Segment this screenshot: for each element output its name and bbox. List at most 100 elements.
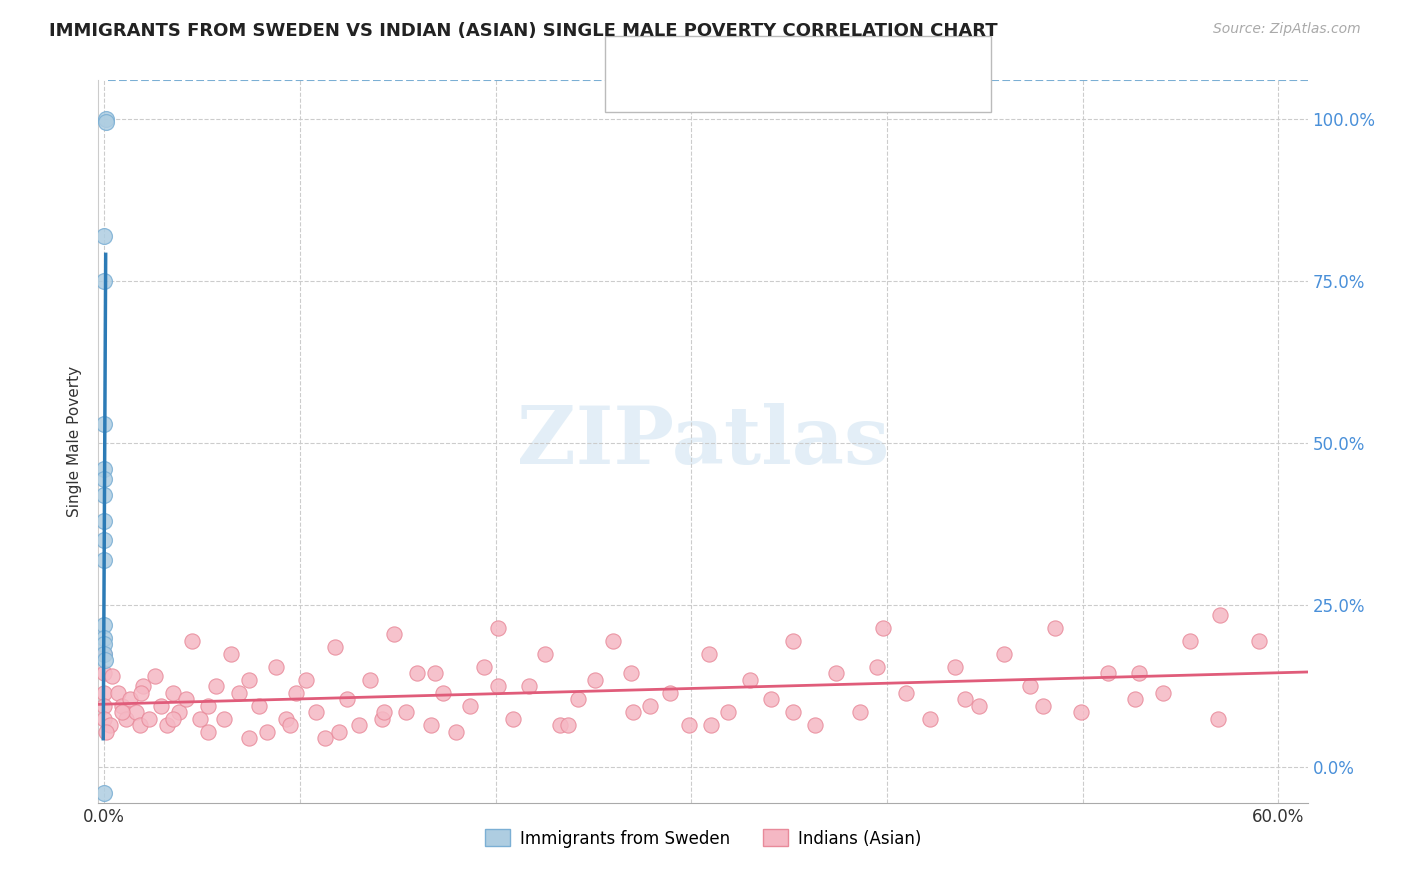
Point (314, 731, 336, 745)
Point (967, 698, 990, 713)
Point (382, 627, 405, 641)
Point (93, 786, 115, 800)
Point (336, 692, 359, 706)
Point (93, 553, 115, 567)
Point (128, 718, 150, 732)
Point (132, 679, 155, 693)
Point (93, 637, 115, 651)
Point (212, 712, 235, 726)
Point (420, 718, 443, 732)
Point (782, 705, 804, 719)
Text: IMMIGRANTS FROM SWEDEN VS INDIAN (ASIAN) SINGLE MALE POVERTY CORRELATION CHART: IMMIGRANTS FROM SWEDEN VS INDIAN (ASIAN)… (49, 22, 998, 40)
Text: 0.026: 0.026 (707, 81, 762, 99)
Point (111, 698, 134, 713)
Point (118, 692, 141, 706)
Point (432, 686, 454, 700)
Point (953, 692, 976, 706)
Point (1043, 621, 1066, 635)
Legend: Immigrants from Sweden, Indians (Asian): Immigrants from Sweden, Indians (Asian) (477, 821, 929, 856)
Point (658, 686, 681, 700)
Point (1180, 633, 1202, 648)
FancyBboxPatch shape (605, 36, 991, 112)
Point (548, 718, 571, 732)
Point (238, 731, 260, 745)
Point (94, 653, 117, 667)
Point (295, 673, 318, 687)
Point (238, 673, 260, 687)
Point (406, 666, 429, 681)
Point (782, 633, 804, 648)
Point (866, 659, 889, 673)
Point (1206, 712, 1229, 726)
Point (93, 647, 115, 661)
Point (1018, 679, 1040, 693)
Point (486, 621, 509, 635)
Text: ZIPatlas: ZIPatlas (517, 402, 889, 481)
Point (328, 724, 350, 739)
Point (896, 686, 918, 700)
Text: Source: ZipAtlas.com: Source: ZipAtlas.com (1213, 22, 1361, 37)
Point (93, 488, 115, 502)
Point (96, 724, 118, 739)
Point (228, 686, 250, 700)
Point (111, 705, 134, 719)
Point (394, 705, 416, 719)
Bar (614, 77, 652, 104)
Point (557, 718, 579, 732)
Point (93, 686, 115, 700)
Point (94, 112, 117, 127)
Text: 0.643: 0.643 (707, 45, 762, 63)
Point (583, 673, 606, 687)
Point (567, 692, 589, 706)
Y-axis label: Single Male Poverty: Single Male Poverty (67, 366, 83, 517)
Point (156, 718, 179, 732)
Point (1032, 698, 1054, 713)
Point (602, 633, 624, 648)
Point (93, 462, 115, 476)
Point (162, 712, 184, 726)
Point (1128, 666, 1150, 681)
Point (304, 705, 326, 719)
Point (93, 514, 115, 528)
Point (114, 712, 136, 726)
Point (502, 712, 524, 726)
Point (131, 686, 153, 700)
Point (176, 692, 198, 706)
Point (697, 647, 720, 661)
Point (738, 673, 761, 687)
Point (197, 698, 219, 713)
Point (93, 472, 115, 486)
Point (247, 698, 270, 713)
Point (700, 718, 723, 732)
Point (266, 659, 288, 673)
Point (373, 705, 395, 719)
Point (1208, 607, 1230, 622)
Point (256, 724, 278, 739)
Point (285, 686, 308, 700)
Point (472, 659, 495, 673)
Point (188, 712, 211, 726)
Point (872, 621, 894, 635)
Point (761, 692, 783, 706)
Point (620, 666, 643, 681)
Point (1097, 666, 1119, 681)
Point (323, 640, 346, 655)
Point (93, 631, 115, 645)
Point (359, 673, 381, 687)
Point (162, 686, 184, 700)
Point (197, 724, 219, 739)
Point (848, 705, 870, 719)
Point (678, 718, 700, 732)
Point (93, 647, 115, 661)
Point (276, 712, 298, 726)
Point (717, 705, 740, 719)
Text: N =: N = (817, 81, 853, 99)
Point (138, 712, 160, 726)
Point (278, 718, 301, 732)
Point (1125, 692, 1147, 706)
Point (371, 712, 394, 726)
Point (517, 679, 540, 693)
Point (93, 228, 115, 243)
Point (638, 698, 661, 713)
Bar (614, 41, 652, 69)
